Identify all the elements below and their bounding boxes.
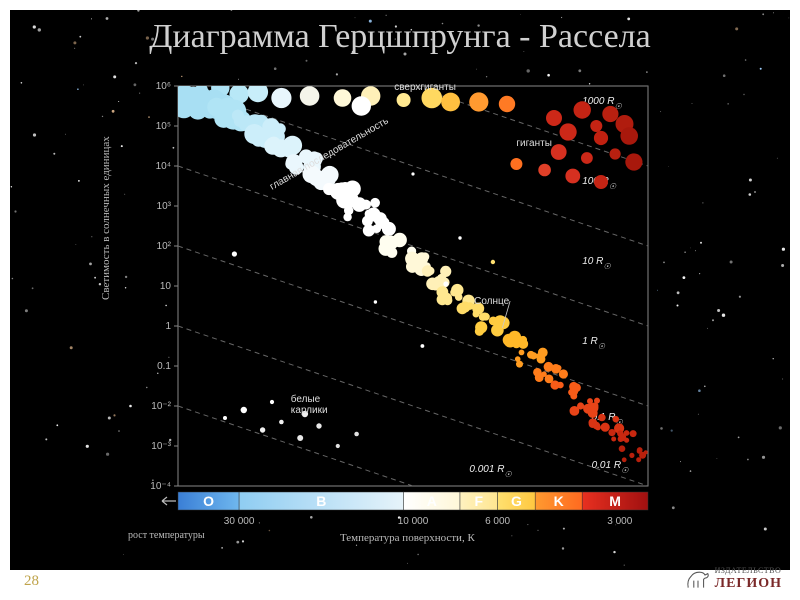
svg-text:Солнце: Солнце — [474, 296, 510, 307]
slide-number: 28 — [24, 573, 39, 590]
svg-text:B: B — [316, 493, 326, 509]
svg-text:10⁻⁴: 10⁻⁴ — [150, 481, 171, 492]
publisher-logo: ИЗДАТЕЛЬСТВО ЛЕГИОН — [684, 565, 782, 592]
svg-text:10³: 10³ — [157, 201, 172, 212]
svg-text:сверхгиганты: сверхгиганты — [394, 82, 456, 93]
svg-text:3 000: 3 000 — [607, 516, 632, 527]
svg-text:30 000: 30 000 — [224, 516, 255, 527]
svg-text:1: 1 — [165, 321, 171, 332]
svg-text:10⁶: 10⁶ — [156, 81, 171, 92]
svg-text:10⁴: 10⁴ — [156, 161, 171, 172]
svg-text:O: O — [203, 493, 214, 509]
svg-text:A: A — [427, 493, 437, 509]
svg-text:гиганты: гиганты — [516, 138, 552, 149]
slide-title: Диаграмма Герцшпрунга - Рассела — [0, 18, 800, 56]
svg-text:0.1: 0.1 — [157, 361, 171, 372]
y-axis-label: Светимость в солнечных единицах — [100, 136, 112, 300]
svg-text:10: 10 — [160, 281, 172, 292]
svg-text:K: K — [554, 493, 564, 509]
svg-text:F: F — [475, 493, 484, 509]
hr-diagram-chart: 1000 R☉100 R☉10 R☉1 R☉0.1 R☉0.01 R☉0.001… — [130, 78, 680, 538]
svg-text:10²: 10² — [157, 241, 172, 252]
publisher-big: ЛЕГИОН — [715, 576, 782, 591]
svg-text:6 000: 6 000 — [485, 516, 510, 527]
svg-text:10 000: 10 000 — [398, 516, 429, 527]
svg-text:10⁵: 10⁵ — [156, 121, 171, 132]
svg-text:M: M — [609, 493, 621, 509]
x-axis-label: Температура поверхности, К — [340, 532, 475, 544]
svg-text:10⁻³: 10⁻³ — [151, 441, 171, 452]
svg-text:G: G — [511, 493, 522, 509]
svg-text:10⁻²: 10⁻² — [151, 401, 171, 412]
publisher-small: ИЗДАТЕЛЬСТВО — [715, 566, 782, 575]
grow-temp-label: рост температуры — [128, 530, 205, 541]
